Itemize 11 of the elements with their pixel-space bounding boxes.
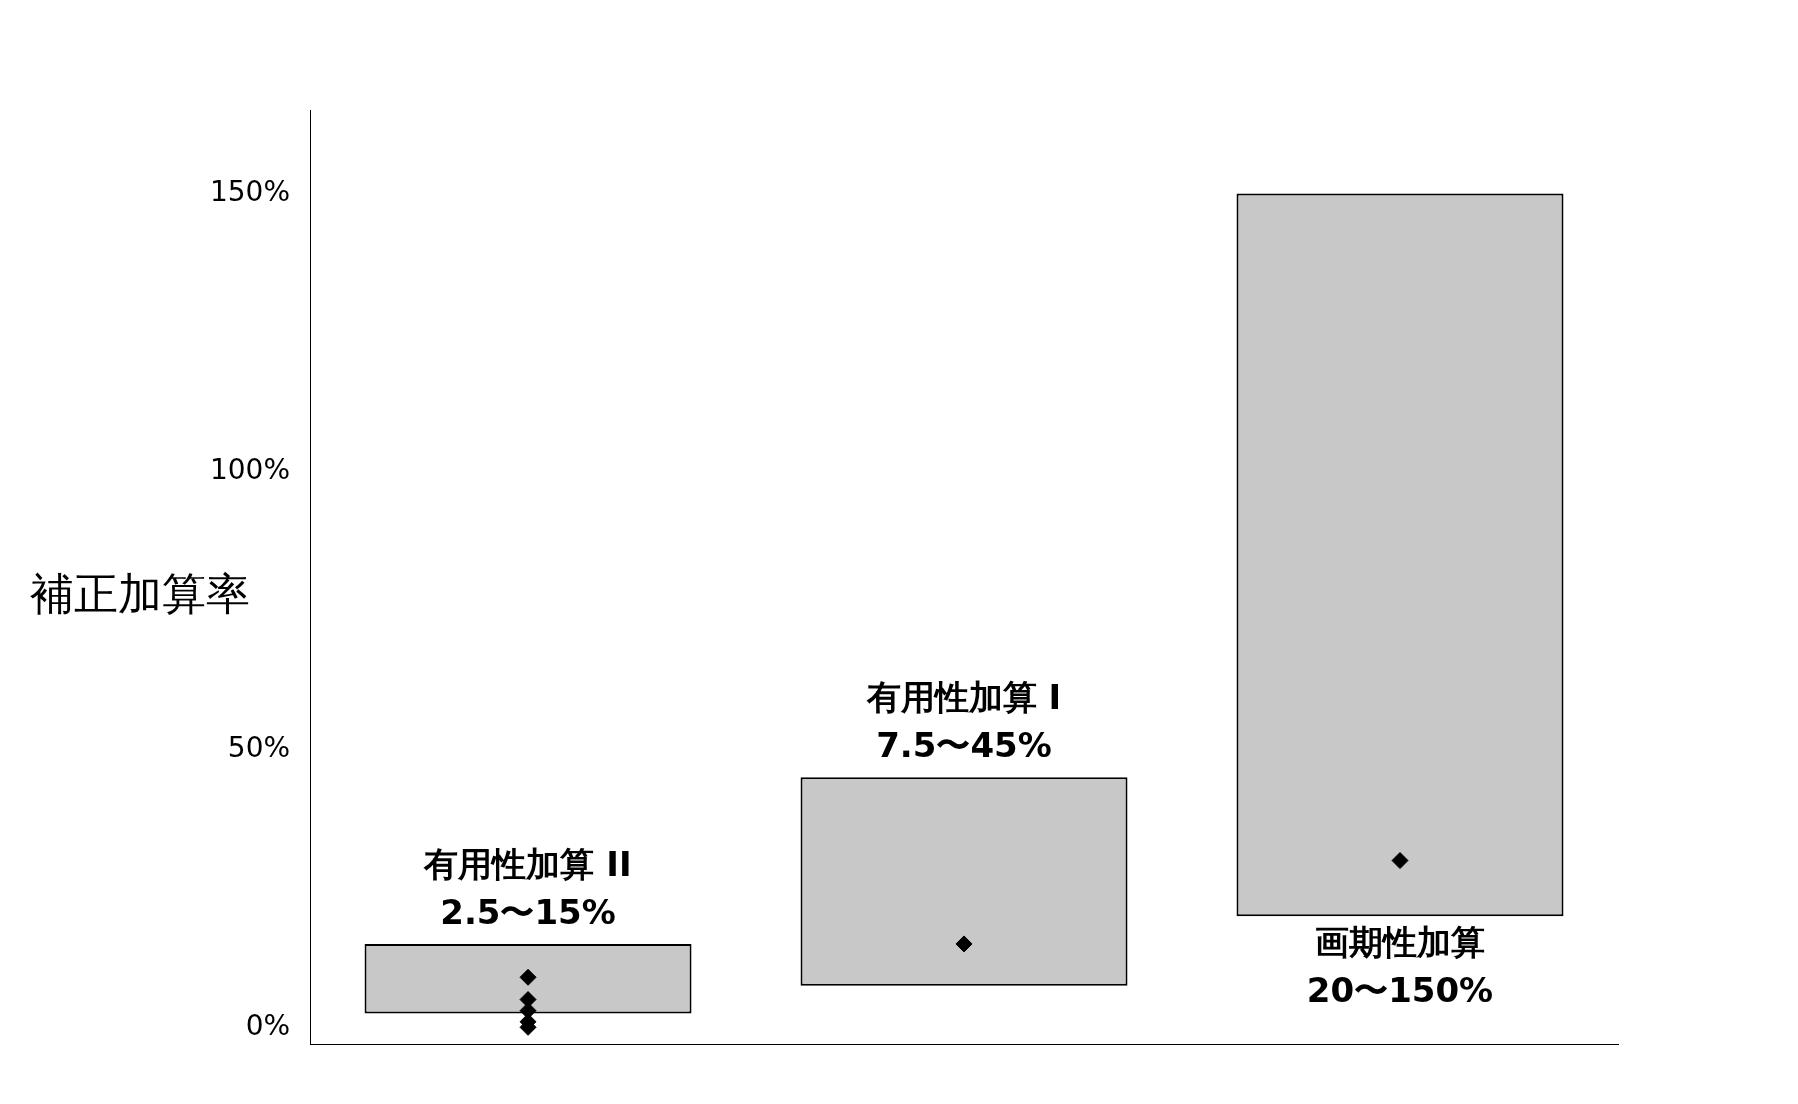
x-tick-label: 画期性加算: [1315, 921, 1486, 962]
y-tick-label: 0%: [245, 1008, 291, 1042]
y-tick-label: 150%: [209, 174, 291, 208]
x-tick-label: 有用性加算 II: [423, 843, 632, 884]
annotation: 20〜150%: [1306, 969, 1494, 1010]
annotation: 7.5〜45%: [876, 724, 1052, 765]
x-tick-label: 有用性加算 I: [865, 676, 1062, 717]
y-tick-label: 50%: [227, 730, 291, 764]
y-tick-label: 100%: [209, 452, 291, 486]
y-axis-title: 補正加算率: [30, 567, 250, 621]
annotation: 2.5〜15%: [440, 891, 616, 932]
